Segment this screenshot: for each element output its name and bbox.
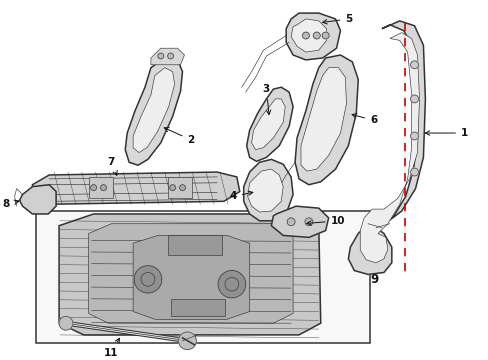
Bar: [167, 235, 222, 255]
Polygon shape: [271, 206, 328, 237]
Polygon shape: [246, 87, 292, 161]
Polygon shape: [251, 99, 285, 150]
Polygon shape: [347, 21, 425, 274]
Polygon shape: [360, 33, 419, 263]
Polygon shape: [294, 55, 358, 185]
Circle shape: [313, 32, 320, 39]
Circle shape: [305, 218, 312, 226]
Text: 8: 8: [2, 199, 19, 209]
Circle shape: [169, 185, 175, 190]
Circle shape: [134, 266, 162, 293]
Circle shape: [286, 218, 294, 226]
Polygon shape: [290, 19, 326, 52]
Circle shape: [90, 185, 97, 190]
Polygon shape: [133, 68, 174, 153]
Circle shape: [179, 185, 185, 190]
Polygon shape: [151, 48, 184, 65]
Polygon shape: [32, 172, 239, 204]
Text: 4: 4: [229, 191, 252, 202]
Text: 3: 3: [262, 84, 270, 114]
Polygon shape: [88, 224, 292, 323]
Circle shape: [218, 271, 245, 298]
Polygon shape: [125, 58, 182, 165]
Text: 11: 11: [104, 338, 119, 357]
Circle shape: [158, 53, 163, 59]
Bar: [88, 177, 113, 198]
Bar: [36, 211, 369, 343]
Polygon shape: [133, 235, 249, 319]
Polygon shape: [301, 68, 346, 171]
Text: 1: 1: [425, 128, 467, 138]
Polygon shape: [247, 169, 283, 212]
Circle shape: [410, 95, 418, 103]
Bar: [167, 177, 192, 198]
Polygon shape: [59, 214, 320, 335]
Circle shape: [59, 316, 73, 330]
Circle shape: [101, 185, 106, 190]
Text: 10: 10: [306, 216, 345, 226]
Text: 9: 9: [369, 273, 378, 286]
Circle shape: [167, 53, 173, 59]
Text: 6: 6: [351, 113, 377, 125]
Circle shape: [410, 132, 418, 140]
Circle shape: [410, 61, 418, 69]
Text: 2: 2: [164, 127, 194, 145]
Circle shape: [322, 32, 328, 39]
Circle shape: [302, 32, 309, 39]
Text: 7: 7: [107, 157, 117, 175]
Text: 5: 5: [322, 14, 352, 24]
Circle shape: [178, 332, 196, 350]
Polygon shape: [243, 159, 292, 221]
Bar: [170, 299, 224, 316]
Polygon shape: [285, 13, 340, 60]
Circle shape: [410, 168, 418, 176]
Polygon shape: [20, 185, 56, 214]
